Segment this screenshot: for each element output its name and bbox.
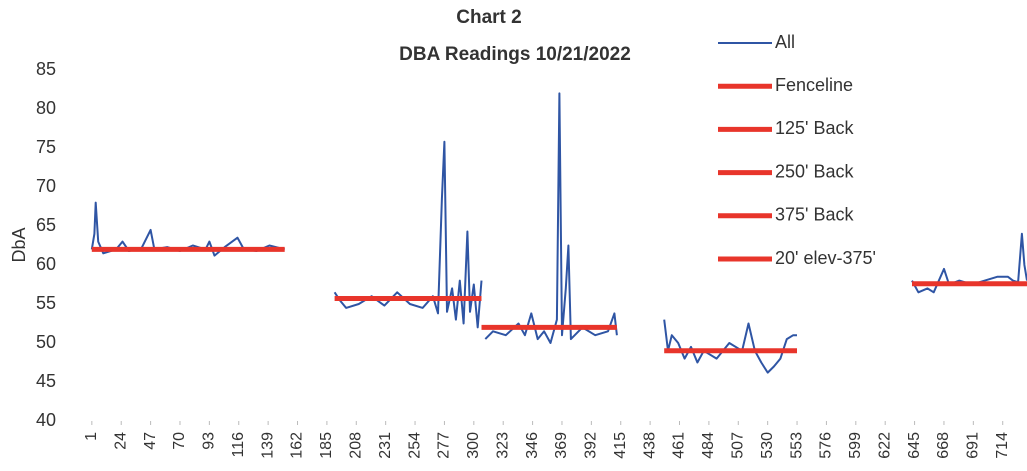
y-tick-label: 85 bbox=[36, 59, 56, 79]
y-tick-label: 40 bbox=[36, 410, 56, 430]
x-tick-label: 691 bbox=[965, 432, 982, 459]
x-tick-label: 461 bbox=[671, 432, 688, 459]
x-tick-label: 369 bbox=[553, 432, 570, 459]
x-tick-label: 208 bbox=[348, 432, 365, 459]
x-tick-label: 70 bbox=[171, 432, 188, 450]
series-line bbox=[90, 92, 1027, 374]
legend-label: 20' elev-375' bbox=[775, 248, 876, 268]
x-tick-label: 599 bbox=[847, 432, 864, 459]
y-tick-label: 45 bbox=[36, 371, 56, 391]
x-tick-label: 668 bbox=[935, 432, 952, 459]
x-tick-label: 231 bbox=[377, 432, 394, 459]
x-tick-label: 346 bbox=[524, 432, 541, 459]
y-tick-label: 75 bbox=[36, 137, 56, 157]
x-tick-label: 507 bbox=[729, 432, 746, 459]
x-tick-label: 622 bbox=[876, 432, 893, 459]
legend-label: All bbox=[775, 32, 795, 52]
x-tick-label: 139 bbox=[259, 432, 276, 459]
x-tick-label: 415 bbox=[612, 432, 629, 459]
x-tick-label: 116 bbox=[230, 432, 247, 458]
x-tick-label: 1 bbox=[83, 432, 100, 441]
legend-label: 125' Back bbox=[775, 118, 854, 138]
x-tick-label: 438 bbox=[641, 432, 658, 459]
y-tick-label: 60 bbox=[36, 254, 56, 274]
x-tick-label: 47 bbox=[142, 432, 159, 450]
x-tick-label: 93 bbox=[201, 432, 218, 450]
legend-label: Fenceline bbox=[775, 75, 853, 95]
x-tick-label: 277 bbox=[436, 432, 453, 459]
x-tick-label: 162 bbox=[289, 432, 306, 459]
x-tick-label: 254 bbox=[406, 432, 423, 459]
legend-label: 375' Back bbox=[775, 205, 854, 225]
x-tick-label: 714 bbox=[994, 432, 1011, 459]
chart-subtitle: DBA Readings 10/21/2022 bbox=[399, 44, 631, 65]
x-tick-label: 300 bbox=[465, 432, 482, 459]
x-tick-label: 576 bbox=[818, 432, 835, 459]
x-tick-label: 185 bbox=[318, 432, 335, 459]
y-tick-label: 65 bbox=[36, 215, 56, 235]
y-tick-label: 50 bbox=[36, 332, 56, 352]
y-axis-label: DbA bbox=[9, 227, 29, 262]
x-tick-label: 484 bbox=[700, 432, 717, 459]
y-tick-label: 55 bbox=[36, 293, 56, 313]
legend-label: 250' Back bbox=[775, 161, 854, 181]
y-tick-label: 80 bbox=[36, 98, 56, 118]
x-tick-label: 530 bbox=[759, 432, 776, 459]
chart-title: Chart 2 bbox=[456, 7, 521, 28]
x-tick-label: 645 bbox=[906, 432, 923, 459]
y-tick-label: 70 bbox=[36, 176, 56, 196]
x-tick-label: 392 bbox=[583, 432, 600, 459]
x-tick-label: 553 bbox=[788, 432, 805, 459]
x-tick-label: 323 bbox=[494, 432, 511, 459]
x-tick-label: 24 bbox=[112, 432, 129, 450]
